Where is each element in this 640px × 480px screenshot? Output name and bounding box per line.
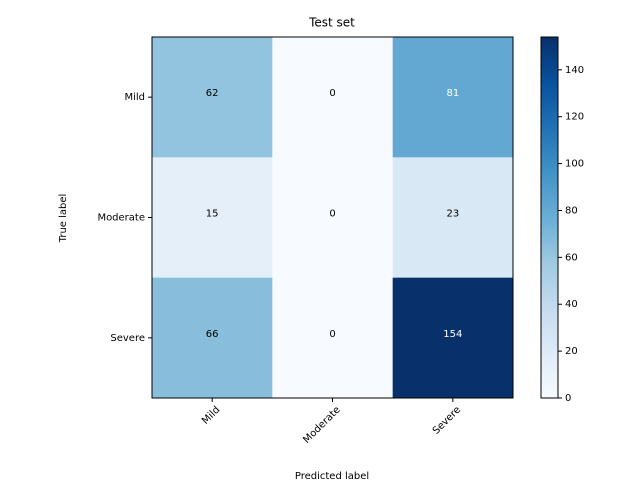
- cell-label: 0: [329, 329, 335, 340]
- heatmap-cell: [392, 157, 514, 279]
- heatmap-cell: [152, 37, 273, 158]
- colorbar-tick-label: 100: [565, 159, 584, 170]
- heatmap-cell: [272, 37, 394, 158]
- heatmap-cell: [392, 37, 514, 158]
- cell-label: 23: [446, 209, 459, 220]
- y-tick-label: Moderate: [97, 213, 145, 224]
- cell-label: 66: [206, 329, 219, 340]
- heatmap-cell: [272, 157, 394, 279]
- heatmap-cell: [272, 277, 394, 399]
- y-axis-label: True label: [58, 194, 69, 244]
- cell-label: 0: [329, 88, 335, 99]
- heatmap-cell: [152, 277, 273, 399]
- colorbar-tick-label: 20: [565, 346, 578, 357]
- colorbar-tick-label: 80: [565, 205, 578, 216]
- cell-label: 62: [206, 88, 219, 99]
- colorbar-tick-label: 120: [565, 112, 584, 123]
- colorbar-tick-label: 0: [565, 393, 571, 404]
- cell-label: 15: [206, 209, 219, 220]
- heatmap-cell: [392, 277, 514, 399]
- chart-title: Test set: [308, 16, 355, 30]
- y-tick-label: Severe: [110, 333, 145, 344]
- x-tick-label: Moderate: [301, 404, 342, 445]
- cell-label: 154: [443, 329, 462, 340]
- colorbar-tick-label: 40: [565, 299, 578, 310]
- x-tick-label: Mild: [200, 404, 222, 426]
- x-axis-label: Predicted label: [295, 471, 369, 480]
- x-tick-label: Severe: [431, 404, 463, 436]
- colorbar-tick-label: 60: [565, 252, 578, 263]
- colorbar-tick-label: 140: [565, 65, 584, 76]
- cell-label: 0: [329, 209, 335, 220]
- heatmap-cell: [152, 157, 273, 279]
- y-tick-label: Mild: [124, 92, 145, 103]
- colorbar: [540, 36, 559, 399]
- cell-label: 81: [446, 88, 459, 99]
